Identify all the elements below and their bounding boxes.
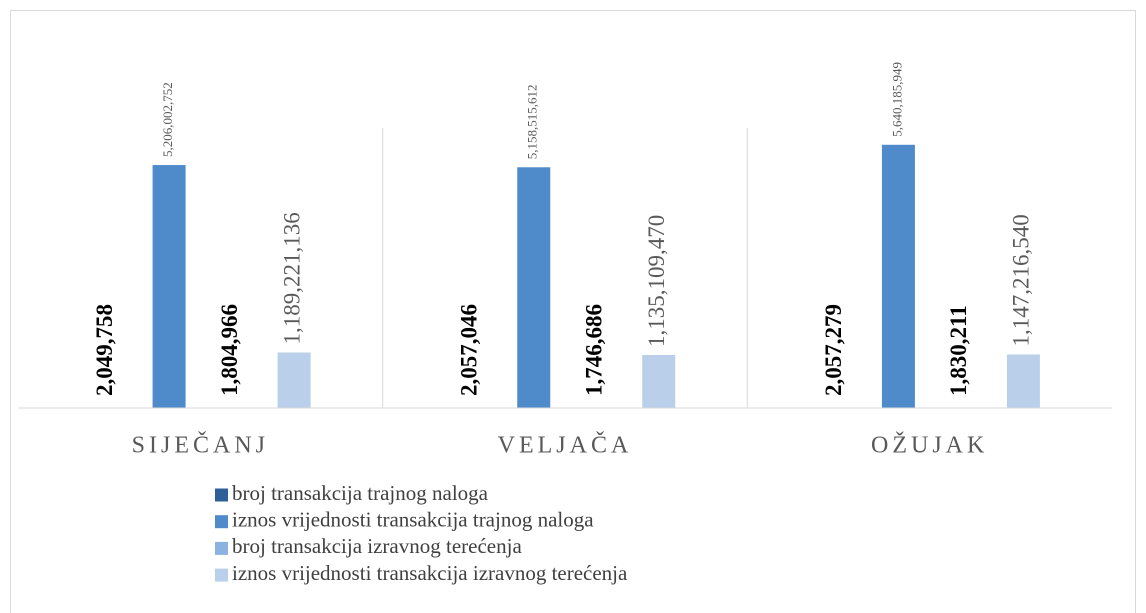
legend-swatch	[215, 568, 228, 582]
x-tick-label: VELJAČA	[498, 432, 633, 459]
data-label: 5,158,515,612	[525, 85, 540, 160]
x-tick-label: OŽUJAK	[871, 433, 988, 459]
data-label: 1,189,221,136	[279, 212, 304, 344]
legend-swatch	[215, 541, 228, 555]
bar	[152, 165, 186, 408]
data-label: 2,057,046	[457, 304, 482, 396]
bar	[642, 355, 676, 408]
legend-swatch	[215, 488, 228, 502]
data-label: 5,640,185,949	[889, 62, 904, 137]
x-tick-label: SIJEČANJ	[132, 432, 269, 459]
data-label: 1,804,966	[217, 304, 242, 396]
legend-swatch	[215, 515, 228, 529]
data-label: 1,147,216,540	[1009, 214, 1034, 346]
data-label: 1,135,109,470	[644, 215, 669, 347]
data-label: 1,830,211	[946, 305, 971, 396]
legend-label: broj transakcija trajnog naloga	[232, 481, 489, 505]
data-label: 2,057,279	[821, 304, 846, 396]
bar	[1006, 354, 1040, 408]
legend-label: broj transakcija izravnog terećenja	[232, 534, 522, 558]
bar	[517, 167, 551, 408]
bar	[881, 144, 915, 408]
data-label: 5,206,002,752	[160, 82, 175, 157]
chart-frame	[10, 10, 1136, 613]
legend-label: iznos vrijednosti transakcija trajnog na…	[232, 508, 594, 532]
data-label: 1,746,686	[582, 304, 607, 396]
legend-label: iznos vrijednosti transakcija izravnog t…	[232, 561, 628, 585]
bar	[277, 352, 311, 408]
data-label: 2,049,758	[92, 304, 117, 396]
